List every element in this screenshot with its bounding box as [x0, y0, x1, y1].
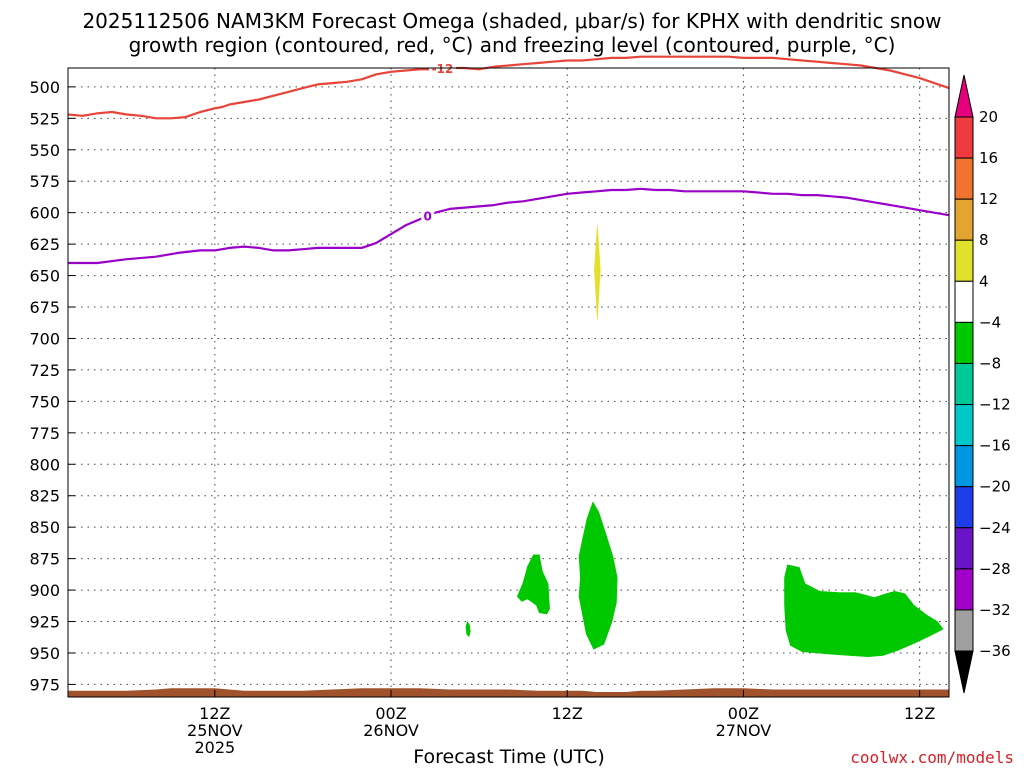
x-tick-label: 00Z	[728, 704, 759, 723]
y-tick-label: 875	[29, 550, 60, 569]
y-tick-label: 750	[29, 392, 60, 411]
colorbar-bin	[954, 609, 974, 652]
colorbar-label: −8	[979, 354, 1001, 372]
colorbar-label: −24	[979, 519, 1011, 537]
x-tick-label: 12Z	[904, 704, 935, 723]
y-tick-label: 775	[29, 424, 60, 443]
contour-line-1	[68, 187, 950, 265]
y-tick-label: 600	[29, 204, 60, 223]
omega-yellow-patch	[594, 225, 601, 320]
y-tick-label: 825	[29, 487, 60, 506]
colorbar-bin	[954, 198, 974, 241]
x-tick-label: 12Z	[552, 704, 583, 723]
y-axis: 500 525 550 575 600 625 650 675 700 725 750 775 800 8…	[29, 78, 75, 694]
colorbar-label: −32	[979, 601, 1011, 619]
colorbar-bin	[954, 157, 974, 200]
y-tick-label: 575	[29, 172, 60, 191]
x-axis-title: Forecast Time (UTC)	[413, 746, 604, 768]
x-tick-label: 26NOV	[363, 721, 419, 740]
y-tick-label: 625	[29, 235, 60, 254]
colorbar-label: −20	[979, 478, 1011, 496]
colorbar-bin	[954, 116, 974, 159]
x-tick-label: 2025	[194, 738, 235, 757]
x-tick-label: 12Z	[199, 704, 230, 723]
omega-green-patch-1	[578, 501, 618, 650]
x-tick-label: 00Z	[375, 704, 406, 723]
y-tick-label: 650	[29, 267, 60, 286]
colorbar-bin	[954, 239, 974, 282]
y-tick-label: 925	[29, 613, 60, 632]
surface-terrain	[68, 688, 949, 697]
plot-frame	[67, 67, 950, 698]
colorbar-bin	[954, 321, 974, 364]
credit-text: coolwx.com/models	[850, 748, 1014, 767]
y-tick-label: 725	[29, 361, 60, 380]
omega-green-patch-4	[784, 564, 944, 658]
y-tick-label: 975	[29, 675, 60, 694]
colorbar-bin	[954, 362, 974, 406]
colorbar-bin	[954, 445, 974, 488]
colorbar-bin	[954, 404, 974, 447]
colorbar: 20 16 12 8 4 −4 −8 −12 −16 −20 −24 −28 −32 −36	[954, 74, 1011, 694]
y-tick-label: 525	[29, 109, 60, 128]
colorbar-label: −28	[979, 560, 1011, 578]
x-tick-label: 25NOV	[187, 721, 243, 740]
contour-label-bg	[428, 61, 456, 76]
chart-title-line1: 2025112506 NAM3KM Forecast Omega (shaded…	[82, 9, 941, 33]
chart-title-line2: growth region (contoured, red, °C) and f…	[129, 33, 896, 57]
colorbar-label: 12	[979, 190, 998, 208]
y-tick-label: 550	[29, 141, 60, 160]
colorbar-label: 20	[979, 108, 998, 126]
contour-line-0	[67, 55, 950, 120]
y-tick-label: 900	[29, 581, 60, 600]
colorbar-label: −36	[979, 642, 1011, 660]
colorbar-label: 8	[979, 231, 989, 249]
y-tick-label: 850	[29, 518, 60, 537]
colorbar-bin	[954, 527, 974, 570]
x-tick-label: 27NOV	[716, 721, 772, 740]
colorbar-label: −12	[979, 396, 1011, 414]
contour-label: -12	[432, 62, 454, 76]
plot-area: -12 0	[67, 55, 950, 697]
colorbar-label: 16	[979, 149, 998, 167]
colorbar-label: −4	[979, 313, 1001, 331]
y-tick-label: 700	[29, 329, 60, 348]
colorbar-bottom-extension	[954, 650, 974, 694]
omega-green-patch-2	[516, 554, 550, 615]
y-tick-label: 500	[29, 78, 60, 97]
contour-label: 0	[424, 209, 432, 223]
colorbar-bin	[954, 486, 974, 529]
colorbar-label: −16	[979, 437, 1011, 455]
y-tick-label: 800	[29, 455, 60, 474]
colorbar-label: 4	[979, 272, 989, 290]
colorbar-bin	[954, 280, 974, 323]
colorbar-bin	[954, 568, 974, 611]
y-tick-label: 675	[29, 298, 60, 317]
omega-green-patch-3	[465, 620, 471, 638]
contour-label-bg	[421, 208, 435, 223]
y-tick-label: 950	[29, 644, 60, 663]
